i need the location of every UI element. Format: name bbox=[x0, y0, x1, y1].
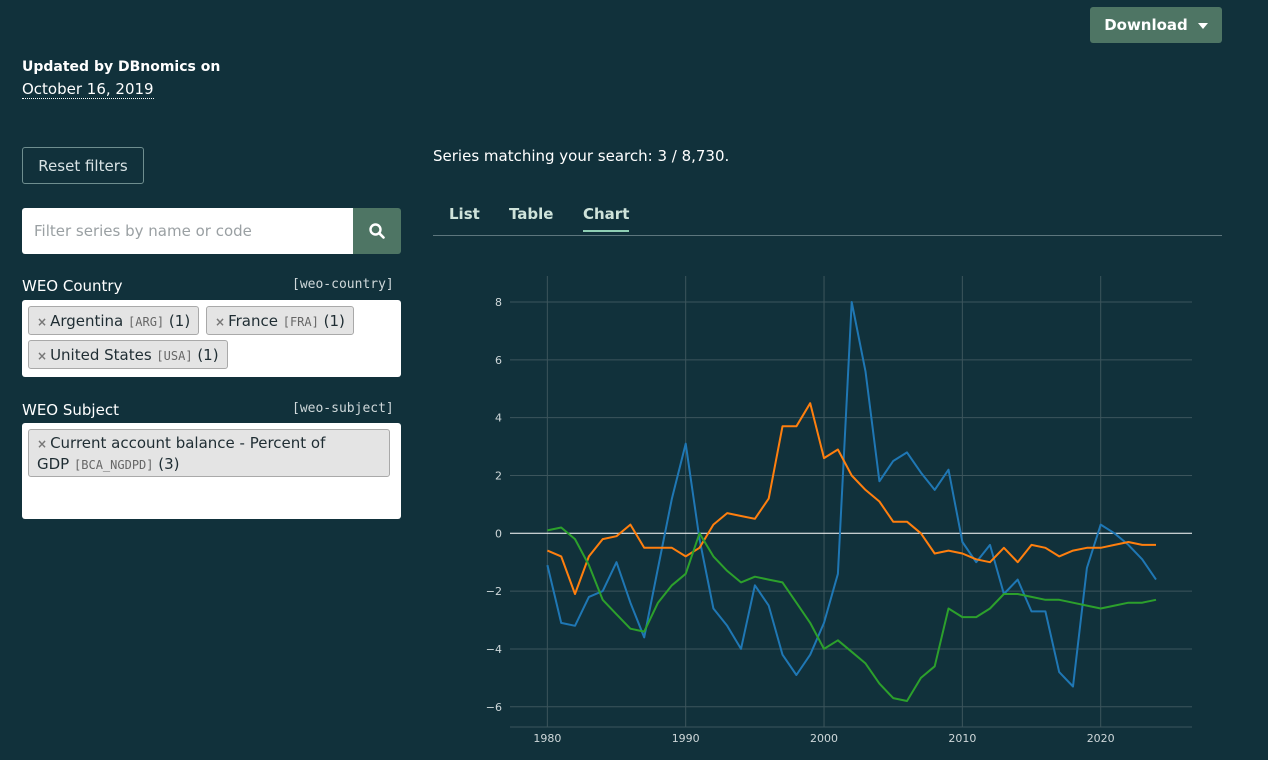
tag-argentina[interactable]: × Argentina [ARG] (1) bbox=[28, 306, 200, 335]
tag-france[interactable]: × France [FRA] (1) bbox=[206, 306, 354, 335]
download-label: Download bbox=[1104, 16, 1188, 34]
remove-icon[interactable]: × bbox=[215, 315, 226, 329]
x-tick-label: 1980 bbox=[533, 732, 561, 745]
x-tick-label: 2010 bbox=[948, 732, 976, 745]
tab-chart[interactable]: Chart bbox=[583, 205, 630, 232]
series-line-argentina bbox=[546, 301, 1157, 688]
tab-list[interactable]: List bbox=[449, 205, 480, 223]
reset-filters-button[interactable]: Reset filters bbox=[22, 147, 144, 184]
search-bar bbox=[22, 208, 401, 254]
remove-icon[interactable]: × bbox=[37, 437, 48, 451]
matching-count: Series matching your search: 3 / 8,730. bbox=[433, 147, 730, 165]
y-tick-label: −4 bbox=[486, 643, 502, 656]
facet-code-subject: [weo-subject] bbox=[292, 401, 394, 416]
updated-label: Updated by DBnomics on bbox=[22, 59, 221, 75]
search-icon bbox=[369, 223, 385, 239]
download-button[interactable]: Download bbox=[1090, 7, 1222, 43]
series-line-united-states bbox=[547, 526, 1157, 702]
remove-icon[interactable]: × bbox=[37, 315, 48, 329]
x-tick-label: 2000 bbox=[810, 732, 838, 745]
y-tick-label: 2 bbox=[495, 469, 502, 482]
facet-box-country[interactable]: × Argentina [ARG] (1) × France [FRA] (1) ×… bbox=[22, 300, 401, 377]
tab-table[interactable]: Table bbox=[509, 205, 554, 223]
view-tabs: List Table Chart bbox=[433, 200, 1222, 236]
x-tick-label: 1990 bbox=[672, 732, 700, 745]
remove-icon[interactable]: × bbox=[37, 349, 48, 363]
y-tick-label: −2 bbox=[486, 585, 502, 598]
line-chart: 1980 1990 2000 2010 2020 8 6 4 2 0 −2 −4 −6 bbox=[486, 276, 1192, 745]
y-tick-label: 0 bbox=[495, 527, 502, 540]
y-tick-label: 4 bbox=[495, 412, 502, 425]
facet-code-country: [weo-country] bbox=[292, 277, 394, 292]
series-line-france bbox=[547, 402, 1156, 595]
tag-united-states[interactable]: × United States [USA] (1) bbox=[28, 340, 228, 369]
search-button[interactable] bbox=[353, 208, 401, 254]
y-tick-label: −6 bbox=[486, 701, 502, 714]
updated-date: October 16, 2019 bbox=[22, 80, 154, 99]
x-tick-label: 2020 bbox=[1087, 732, 1115, 745]
facet-title-subject: WEO Subject bbox=[22, 401, 119, 419]
facet-title-country: WEO Country bbox=[22, 277, 123, 295]
caret-down-icon bbox=[1197, 22, 1208, 29]
facet-box-subject[interactable]: × Current account balance - Percent of GD… bbox=[22, 423, 401, 519]
y-tick-label: 8 bbox=[495, 296, 502, 309]
y-tick-label: 6 bbox=[495, 354, 502, 367]
search-input[interactable] bbox=[22, 208, 353, 254]
tag-current-account-balance[interactable]: × Current account balance - Percent of GD… bbox=[28, 429, 390, 477]
